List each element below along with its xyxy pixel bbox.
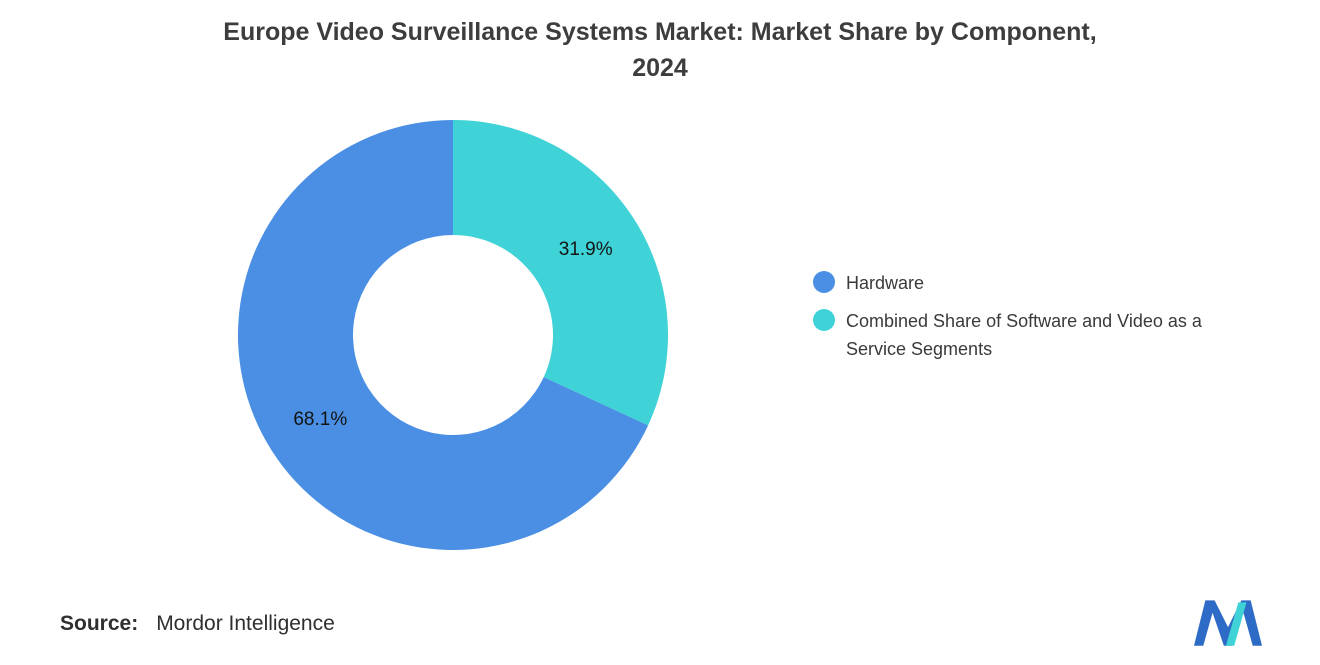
- donut-chart: 68.1% 31.9%: [238, 120, 669, 550]
- legend-item: Combined Share of Software and Video as …: [813, 308, 1251, 364]
- donut-chart-container: 68.1% 31.9%: [238, 120, 669, 550]
- legend-item: Hardware: [813, 270, 1251, 298]
- legend-swatch: [813, 271, 835, 293]
- source-label: Source:: [60, 612, 139, 635]
- legend-label: Combined Share of Software and Video as …: [846, 310, 1202, 359]
- logo-teal-slash: [1225, 602, 1247, 646]
- chart-title-line1: Europe Video Surveillance Systems Market…: [223, 18, 1097, 46]
- source-text: Mordor Intelligence: [156, 612, 335, 635]
- legend-swatch: [813, 308, 835, 331]
- slice-label: 68.1%: [293, 409, 347, 430]
- slice-label: 31.9%: [559, 239, 613, 260]
- donut-slice: [238, 120, 649, 550]
- donut-slice: [453, 120, 669, 426]
- chart-title: Europe Video Surveillance Systems Market…: [0, 14, 1320, 87]
- logo-m-shape: [1194, 600, 1262, 646]
- chart-title-line2: 2024: [632, 54, 688, 83]
- legend-label: Hardware: [846, 273, 925, 293]
- legend: Hardware Combined Share of Software and V…: [813, 270, 1251, 364]
- source-line: Source: Mordor Intelligence: [60, 612, 335, 636]
- mordor-intelligence-logo: [1194, 600, 1262, 646]
